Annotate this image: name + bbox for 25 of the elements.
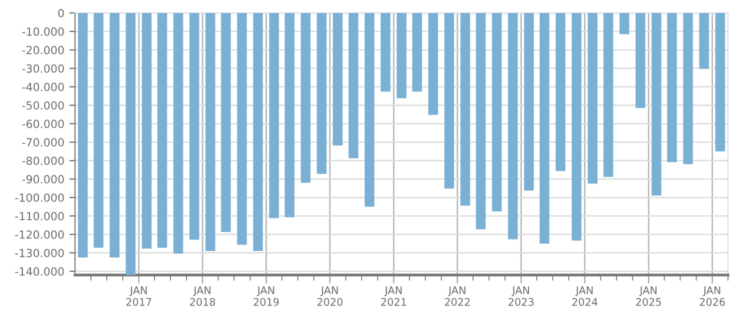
y-tick-label: -10.000: [22, 27, 64, 36]
x-tick-label: JAN 2025: [636, 286, 661, 306]
x-tick-label: JAN 2018: [190, 286, 216, 306]
y-tick-label: -30.000: [22, 64, 64, 73]
y-tick-label: -140.000: [15, 267, 64, 276]
y-tick-label: -60.000: [22, 120, 64, 128]
x-tick-label: JAN 2017: [126, 286, 152, 306]
x-tick-label: JAN 2020: [317, 286, 342, 306]
y-tick-label: -50.000: [22, 101, 64, 110]
y-tick-label: -90.000: [22, 175, 64, 184]
x-tick-label: JAN 2026: [700, 286, 725, 306]
x-tick-label: JAN 2023: [508, 286, 534, 306]
x-tick-label: JAN 2021: [381, 286, 406, 306]
y-tick-label: -40.000: [22, 82, 64, 92]
x-tick-label: JAN 2024: [572, 286, 598, 306]
y-tick-label: -130.000: [15, 248, 64, 258]
y-tick-label: -80.000: [22, 156, 64, 165]
y-tick-label: -120.000: [15, 230, 64, 239]
y-tick-label: -100.000: [15, 193, 64, 202]
y-tick-label: -20.000: [22, 46, 64, 54]
x-tick-label: JAN 2022: [444, 286, 470, 306]
y-tick-label: 0: [58, 8, 64, 18]
y-tick-label: -70.000: [22, 138, 64, 147]
x-tick-label: JAN 2019: [254, 286, 279, 306]
y-tick-label: -110.000: [15, 212, 64, 220]
